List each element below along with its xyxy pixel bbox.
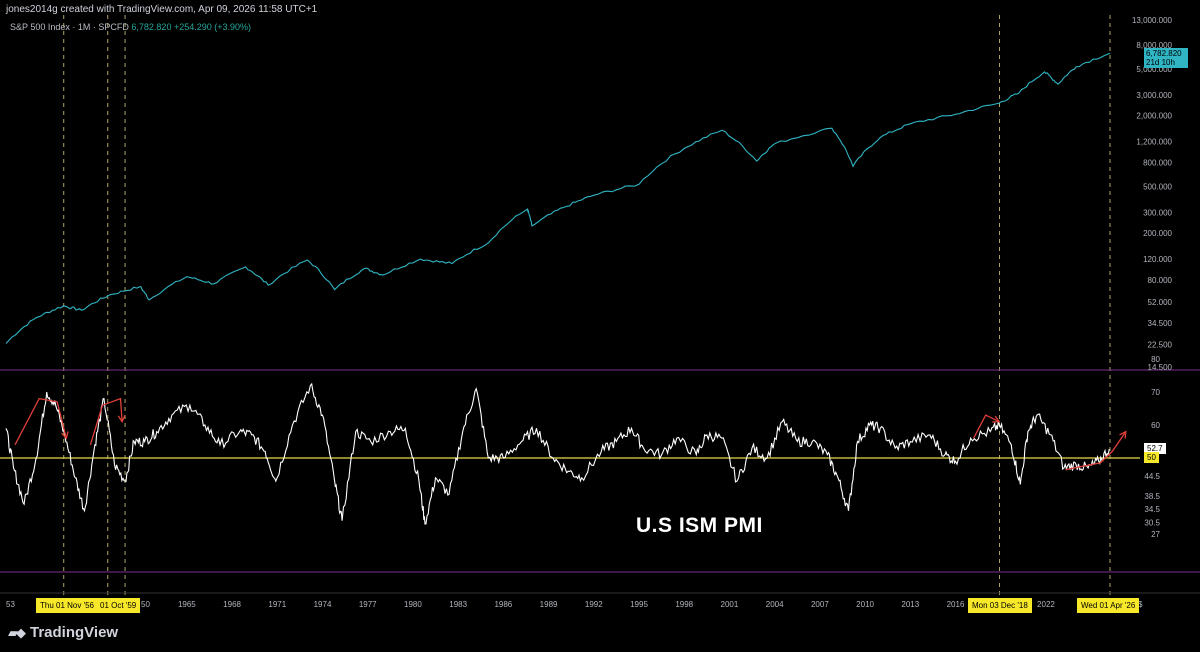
x-tick-label: 2001 [721,600,739,609]
sp500-y-tick: 1,200.000 [1136,138,1172,147]
pmi-y-tick: 44.5 [1144,472,1160,481]
x-axis-right-cut-label: $ [1138,600,1143,609]
sp500-y-tick: 3,000.000 [1136,91,1172,100]
annotation-arrow-0 [14,397,67,446]
x-axis: 1965 1968 1971 1974 1977 1980 1983 1986 1989 1992… [178,600,1055,609]
sp500-y-tick: 2,000.000 [1136,112,1172,121]
x-tick-label: 1965 [178,600,196,609]
sp500-y-tick: 200.000 [1143,229,1172,238]
footer-bar [0,618,1200,652]
sp500-y-tick: 300.000 [1143,208,1172,217]
tradingview-logo-icon: ▰◆ [8,624,26,640]
red-trend-annotations [14,397,1127,471]
pmi-y-tick: 27 [1151,530,1160,539]
x-tick-label: 1974 [314,600,332,609]
annotation-arrow-1 [89,397,123,445]
pmi-series [5,382,1110,525]
pmi-chart-title: U.S ISM PMI [636,514,763,537]
x-tick-label: 1968 [223,600,241,609]
sp500-y-tick: 500.000 [1143,182,1172,191]
pmi-y-tick: 70 [1151,388,1160,397]
sp500-y-tick: 800.000 [1143,158,1172,167]
date-tag-1956: Thu 01 Nov '56 [36,598,99,613]
x-tick-label: 1989 [540,600,558,609]
x-tick-label: 1971 [268,600,286,609]
x-tick-label: 1983 [449,600,467,609]
legend-change: +254.290 (+3.90%) [173,22,252,32]
tradingview-logo-text: TradingView [30,624,119,641]
annotation-arrowhead-1 [117,415,126,424]
x-tick-label: 2010 [856,600,874,609]
sp500-y-tick: 80.000 [1148,276,1173,285]
bar-countdown: 21d 10h [1146,58,1175,67]
sp500-y-tick: 34.500 [1148,319,1173,328]
x-tick-label: 2022 [1037,600,1055,609]
annotation-arrowhead-2 [992,415,1001,423]
annotation-arrowhead-3 [1119,430,1127,439]
x-axis-left-cut-label: 53 [6,600,15,609]
x-tick-label: 1980 [404,600,422,609]
pmi-level-badge: 50 [1144,452,1159,463]
x-tick-label: 1998 [675,600,693,609]
sp500-line [5,52,1111,344]
pmi-current-badge: 52.7 [1144,443,1166,455]
last-price-badge: 6,782.820 21d 10h [1144,48,1188,68]
x-tick-label: 2013 [901,600,919,609]
pmi-y-tick: 60 [1151,421,1160,430]
sp500-y-tick: 22.500 [1148,341,1173,350]
series-legend[interactable]: S&P 500 Index · 1M · SPCFD 6,782.820 +25… [10,22,251,32]
x-tick-label: 2007 [811,600,829,609]
legend-symbol: S&P 500 Index · 1M · SPCFD [10,22,129,32]
sp500-y-tick: 52.000 [1148,298,1173,307]
pmi-y-tick: 38.5 [1144,492,1160,501]
last-price-value: 6,782.820 [1146,49,1182,58]
sp500-y-tick: 14.500 [1148,363,1173,372]
date-tag-2026: Wed 01 Apr '26 [1077,598,1140,613]
pmi-line [5,382,1110,525]
legend-last: 6,782.820 [131,22,172,32]
pmi-y-axis: 80 70 60 44.5 38.5 34.5 30.5 27 [1144,355,1160,539]
sp500-y-tick: 5,000.000 [1136,65,1172,74]
annotation-arrowhead-0 [61,431,69,440]
x-tick-label: 1995 [630,600,648,609]
x-tick-label: 2004 [766,600,784,609]
chart-watermark: jones2014g created with TradingView.com,… [6,4,318,15]
pmi-y-tick: 30.5 [1144,518,1160,527]
x-tick-label: 1977 [359,600,377,609]
x-tick-label: 2016 [947,600,965,609]
x-tick-label: 1992 [585,600,603,609]
sp500-y-tick: 13,000.000 [1132,16,1173,25]
date-tag-1959: 01 Oct '59 [96,598,141,613]
sp500-series [5,52,1111,344]
sp500-y-tick: 8,000.000 [1136,41,1172,50]
annotation-arrow-2 [973,414,1000,439]
sp500-y-axis: 13,000.000 8,000.000 5,000.000 3,000.000 2,0… [1132,16,1173,372]
sp500-y-tick: 120.000 [1143,255,1172,264]
x-axis-after-tag-label: 50 [141,600,150,609]
annotation-arrow-3 [1065,431,1127,471]
tradingview-logo[interactable]: ▰◆ TradingView [8,624,118,641]
date-tag-2018: Mon 03 Dec '18 [968,598,1032,613]
x-tick-label: 1986 [494,600,512,609]
pmi-y-tick: 80 [1151,355,1160,364]
pmi-y-tick: 34.5 [1144,505,1160,514]
